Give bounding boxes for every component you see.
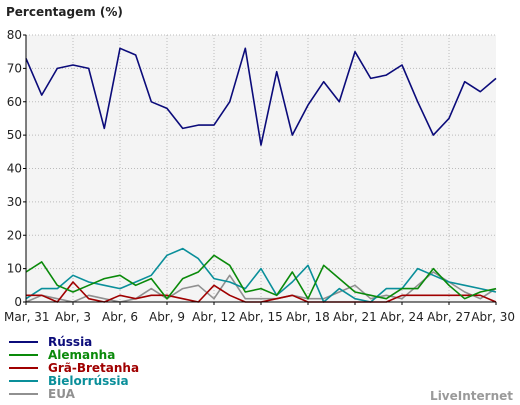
legend-label-bielorrussia: Bielorrússia bbox=[48, 374, 129, 388]
legend-label-russia: Rússia bbox=[48, 335, 92, 349]
x-tick-label: Abr, 30 bbox=[471, 310, 515, 324]
x-axis-ticks: Mar, 31 Abr, 3 Abr, 6 Abr, 9 Abr, 12 Abr, 15 A… bbox=[4, 302, 515, 324]
x-tick-label: Abr, 15 bbox=[239, 310, 283, 324]
x-tick-label: Abr, 24 bbox=[380, 310, 424, 324]
legend-label-eua: EUA bbox=[48, 387, 76, 401]
liveinternet-brand: LiveInternet bbox=[430, 389, 513, 403]
y-tick-label: 60 bbox=[7, 95, 22, 109]
y-tick-label: 20 bbox=[7, 228, 22, 242]
series-line-alemanha bbox=[25, 254, 497, 300]
x-tick-label: Mar, 31 bbox=[4, 310, 50, 324]
x-tick-label: Abr, 27 bbox=[427, 310, 471, 324]
x-tick-label: Abr, 12 bbox=[192, 310, 236, 324]
x-tick-label: Abr, 9 bbox=[149, 310, 185, 324]
y-axis-title: Percentagem (%) bbox=[6, 5, 123, 19]
y-tick-label: 70 bbox=[7, 61, 22, 75]
x-tick-label: Abr, 3 bbox=[55, 310, 91, 324]
legend: RússiaAlemanhaGrã-BretanhaBielorrússiaEU… bbox=[9, 335, 139, 401]
y-axis-ticks: 0 10 20 30 40 50 60 70 80 bbox=[7, 28, 26, 309]
x-tick-label: Abr, 6 bbox=[102, 310, 138, 324]
y-tick-label: 80 bbox=[7, 28, 22, 42]
legend-label-gra-bretanha: Grã-Bretanha bbox=[48, 361, 139, 375]
y-tick-label: 30 bbox=[7, 195, 22, 209]
series-line-bielorrussia bbox=[25, 247, 497, 303]
y-tick-label: 0 bbox=[14, 295, 22, 309]
y-tick-label: 40 bbox=[7, 162, 22, 176]
gridlines bbox=[26, 34, 496, 302]
series-line-russia bbox=[25, 47, 497, 146]
y-tick-label: 50 bbox=[7, 128, 22, 142]
legend-label-alemanha: Alemanha bbox=[48, 348, 115, 362]
y-tick-label: 10 bbox=[7, 262, 22, 276]
x-tick-label: Abr, 18 bbox=[286, 310, 330, 324]
series-line-eua bbox=[25, 271, 497, 303]
x-tick-label: Abr, 21 bbox=[333, 310, 377, 324]
